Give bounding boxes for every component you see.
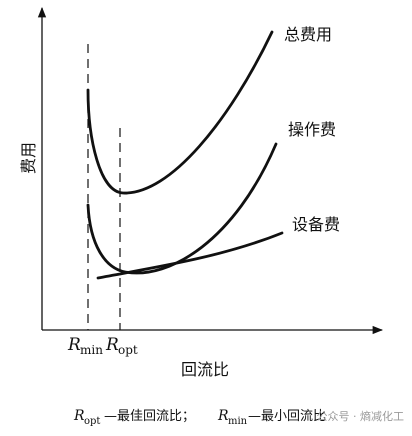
y-axis-label: 费用	[19, 142, 38, 174]
svg-text:R: R	[67, 335, 81, 355]
caption: R opt —最佳回流比； R min —最小回流比	[73, 408, 326, 427]
svg-text:R: R	[105, 335, 119, 355]
rmin-marker-label: R min	[67, 335, 103, 357]
operating-cost-curve	[86, 142, 278, 275]
svg-text:R: R	[73, 408, 85, 424]
svg-text:min: min	[228, 416, 248, 427]
equipment-cost-label: 设备费	[292, 215, 340, 234]
equipment-cost-curve	[96, 231, 284, 280]
svg-text:R: R	[217, 408, 229, 424]
total-cost-curve	[86, 30, 274, 195]
svg-text:opt: opt	[118, 343, 138, 357]
total-cost-label: 总费用	[284, 25, 332, 44]
svg-text:min: min	[80, 343, 103, 357]
svg-text:opt: opt	[84, 416, 100, 427]
x-axis-label: 回流比	[181, 360, 229, 379]
svg-text:—最小回流比: —最小回流比	[248, 409, 326, 424]
svg-text:—最佳回流比；: —最佳回流比；	[104, 409, 195, 424]
ropt-marker-label: R opt	[105, 335, 138, 357]
operating-cost-label: 操作费	[288, 120, 336, 139]
watermark: 公众号 · 熵减化工	[317, 409, 405, 423]
